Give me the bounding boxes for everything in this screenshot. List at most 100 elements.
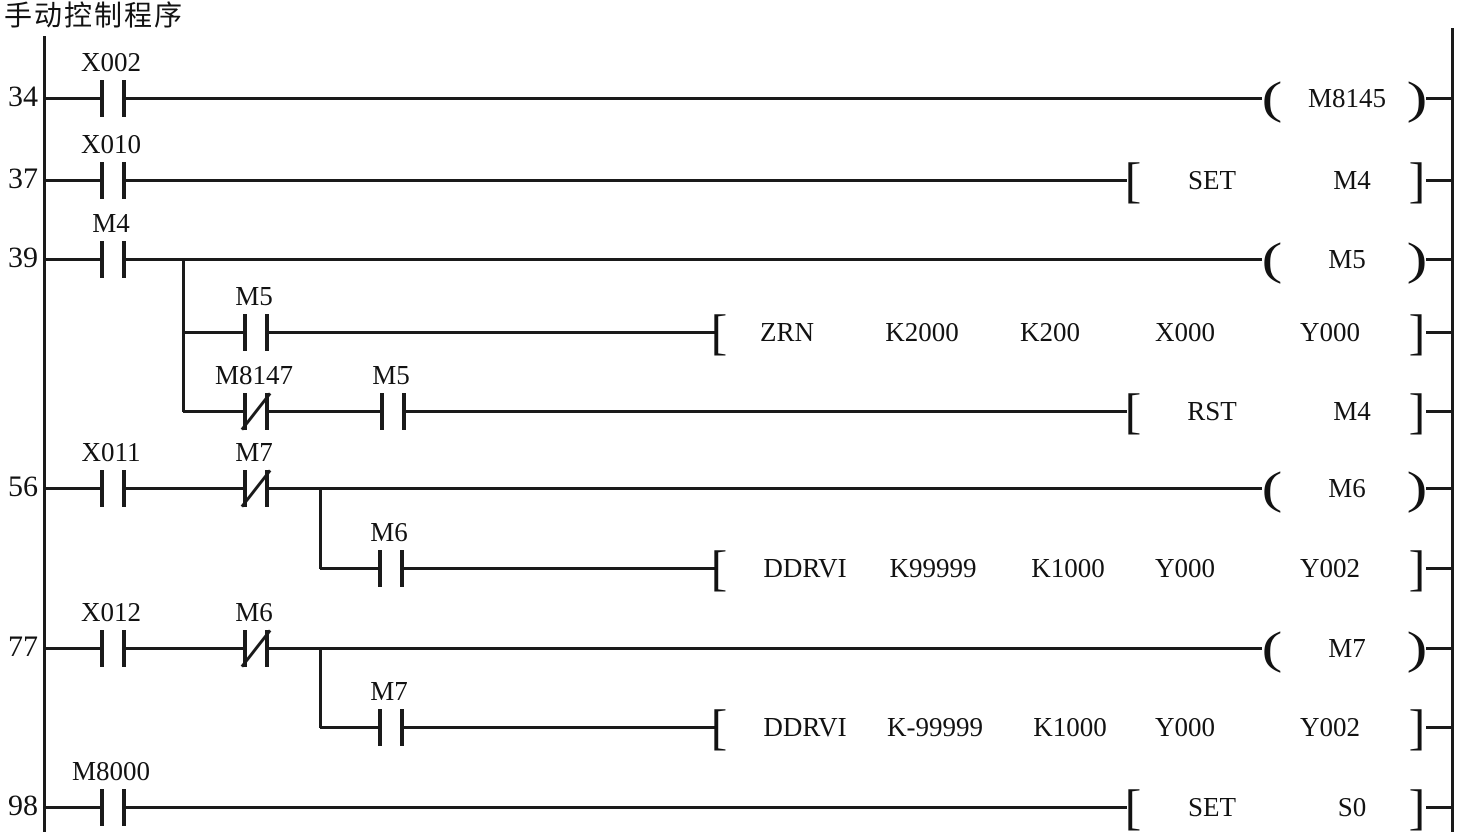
wire bbox=[269, 410, 380, 413]
no-contact-bar bbox=[243, 314, 247, 351]
wire bbox=[46, 487, 100, 490]
instruction-operand: K2000 bbox=[885, 317, 959, 347]
coil-label: M6 bbox=[1328, 473, 1366, 503]
contact-label: M6 bbox=[370, 517, 408, 547]
wire bbox=[46, 258, 100, 261]
no-contact-bar bbox=[122, 80, 126, 117]
instruction-bracket: ] bbox=[1408, 540, 1426, 596]
rung-number: 98 bbox=[8, 789, 38, 822]
wire bbox=[126, 258, 1262, 261]
wire bbox=[126, 487, 243, 490]
wire bbox=[126, 806, 1127, 809]
diagram-title: 手动控制程序 bbox=[4, 1, 185, 32]
wire bbox=[1426, 179, 1453, 182]
no-contact-bar bbox=[100, 80, 104, 117]
contact-label: M8000 bbox=[71, 756, 151, 786]
no-contact-bar bbox=[122, 241, 126, 278]
wire bbox=[1426, 410, 1453, 413]
no-contact-bar bbox=[122, 470, 126, 507]
contact-label: M7 bbox=[235, 437, 273, 467]
no-contact-bar bbox=[380, 393, 384, 430]
rung-number: 77 bbox=[8, 630, 38, 663]
instruction-operand: M4 bbox=[1333, 165, 1371, 195]
instruction-operand: K1000 bbox=[1033, 712, 1107, 742]
contact-label: X012 bbox=[81, 597, 141, 627]
instruction-operand: X000 bbox=[1155, 317, 1215, 347]
contact-label: M7 bbox=[370, 676, 408, 706]
instruction-operand: K1000 bbox=[1031, 553, 1105, 583]
nc-contact-bar bbox=[265, 630, 269, 667]
wire bbox=[46, 97, 100, 100]
instruction-bracket: ] bbox=[1408, 779, 1426, 832]
no-contact-bar bbox=[400, 550, 404, 587]
instruction-bracket: ] bbox=[1408, 383, 1426, 439]
branch-wire bbox=[182, 258, 185, 412]
contact-label: X010 bbox=[81, 129, 141, 159]
no-contact-bar bbox=[122, 630, 126, 667]
wire bbox=[269, 487, 1262, 490]
wire bbox=[1426, 331, 1453, 334]
coil-close-paren: ) bbox=[1406, 233, 1428, 284]
wire bbox=[406, 410, 1127, 413]
wire bbox=[183, 410, 243, 413]
instruction-name: RST bbox=[1187, 396, 1237, 426]
coil-close-paren: ) bbox=[1406, 462, 1428, 513]
coil-close-paren: ) bbox=[1406, 622, 1428, 673]
no-contact-bar bbox=[100, 630, 104, 667]
nc-contact-bar bbox=[243, 630, 247, 667]
coil-open-paren: ( bbox=[1261, 233, 1283, 284]
no-contact-bar bbox=[100, 789, 104, 826]
wire bbox=[126, 647, 243, 650]
wire bbox=[1426, 806, 1453, 809]
wire bbox=[46, 647, 100, 650]
contact-label: X002 bbox=[81, 47, 141, 77]
no-contact-bar bbox=[265, 314, 269, 351]
instruction-operand: K-99999 bbox=[887, 712, 983, 742]
instruction-name: DDRVI bbox=[763, 712, 847, 742]
instruction-name: ZRN bbox=[760, 317, 814, 347]
instruction-name: DDRVI bbox=[763, 553, 847, 583]
instruction-bracket: [ bbox=[710, 699, 728, 755]
instruction-operand: Y002 bbox=[1300, 553, 1360, 583]
instruction-bracket: [ bbox=[1124, 152, 1142, 208]
wire bbox=[126, 97, 1262, 100]
no-contact-bar bbox=[100, 241, 104, 278]
wire bbox=[404, 567, 716, 570]
instruction-operand: S0 bbox=[1337, 792, 1367, 822]
contact-label: M5 bbox=[372, 360, 410, 390]
rung-number: 37 bbox=[8, 162, 38, 195]
nc-contact-bar bbox=[265, 393, 269, 430]
branch-wire bbox=[319, 647, 322, 728]
coil-open-paren: ( bbox=[1261, 462, 1283, 513]
coil-label: M7 bbox=[1328, 633, 1366, 663]
instruction-operand: Y002 bbox=[1300, 712, 1360, 742]
contact-label: X011 bbox=[81, 437, 141, 467]
instruction-operand: K200 bbox=[1020, 317, 1080, 347]
wire bbox=[1426, 726, 1453, 729]
instruction-bracket: [ bbox=[710, 304, 728, 360]
no-contact-bar bbox=[122, 162, 126, 199]
instruction-bracket: ] bbox=[1408, 699, 1426, 755]
contact-label: M6 bbox=[235, 597, 273, 627]
wire bbox=[126, 179, 1127, 182]
wire bbox=[1426, 647, 1453, 650]
no-contact-bar bbox=[100, 162, 104, 199]
left-power-rail bbox=[43, 36, 46, 832]
wire bbox=[269, 647, 1262, 650]
nc-contact-bar bbox=[243, 393, 247, 430]
coil-label: M5 bbox=[1328, 244, 1366, 274]
instruction-operand: Y000 bbox=[1155, 553, 1215, 583]
wire bbox=[1426, 567, 1453, 570]
rung-number: 39 bbox=[8, 241, 38, 274]
branch-wire bbox=[319, 487, 322, 569]
coil-label: M8145 bbox=[1307, 83, 1387, 113]
wire bbox=[183, 331, 243, 334]
wire bbox=[320, 726, 378, 729]
instruction-name: SET bbox=[1187, 792, 1237, 822]
rung-number: 34 bbox=[8, 80, 38, 113]
contact-label: M8147 bbox=[214, 360, 294, 390]
no-contact-bar bbox=[402, 393, 406, 430]
instruction-bracket: [ bbox=[1124, 383, 1142, 439]
wire bbox=[46, 179, 100, 182]
